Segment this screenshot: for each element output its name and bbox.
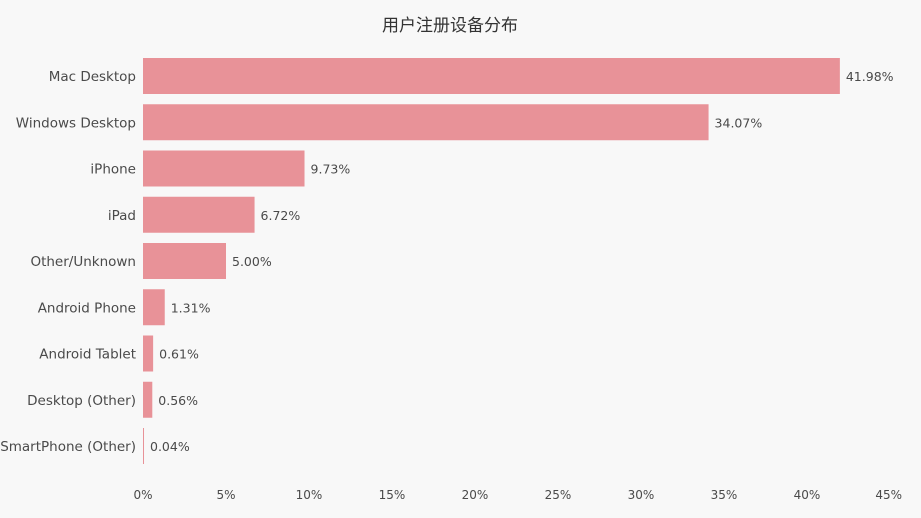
value-label-mac-desktop: 41.98%	[846, 69, 894, 84]
category-label-mac-desktop: Mac Desktop	[49, 69, 136, 85]
bar-ipad	[143, 196, 255, 233]
x-tick-label-25: 25%	[545, 488, 572, 502]
chart-title: 用户注册设备分布	[382, 16, 518, 36]
x-tick-label-40: 40%	[794, 488, 821, 502]
category-label-android-phone: Android Phone	[38, 300, 136, 316]
category-label-windows-desktop: Windows Desktop	[16, 115, 136, 131]
x-tick-label-15: 15%	[379, 488, 406, 502]
bar-android-phone	[143, 289, 165, 326]
category-label-other-unknown: Other/Unknown	[30, 254, 136, 270]
bar-mac-desktop	[143, 58, 840, 94]
x-tick-label-30: 30%	[628, 488, 655, 502]
category-label-desktop-other: Desktop (Other)	[27, 393, 136, 409]
value-label-android-phone: 1.31%	[171, 300, 211, 315]
x-tick-label-20: 20%	[462, 488, 489, 502]
bars-group	[143, 58, 840, 464]
value-label-desktop-other: 0.56%	[158, 393, 198, 408]
category-label-ipad: iPad	[108, 208, 136, 224]
x-axis-tick-labels: 0% 5% 10% 15% 20% 25% 30% 35% 40% 45%	[133, 488, 902, 502]
category-label-iphone: iPhone	[90, 162, 136, 178]
bar-desktop-other	[143, 381, 153, 418]
bar-windows-desktop	[143, 104, 709, 141]
x-tick-label-45: 45%	[875, 488, 902, 502]
x-tick-label-10: 10%	[296, 488, 323, 502]
value-label-iphone: 9.73%	[311, 162, 351, 177]
value-label-smartphone-other: 0.04%	[150, 439, 190, 454]
value-label-other-unknown: 5.00%	[232, 254, 272, 269]
value-labels: 41.98% 34.07% 9.73% 6.72% 5.00% 1.31% 0.61% 0.5…	[150, 69, 894, 454]
bar-smartphone-other	[143, 428, 144, 464]
bar-iphone	[143, 150, 305, 187]
bar-android-tablet	[143, 335, 154, 372]
value-label-windows-desktop: 34.07%	[715, 115, 763, 130]
bar-other-unknown	[143, 243, 226, 279]
value-label-ipad: 6.72%	[261, 208, 301, 223]
x-tick-label-5: 5%	[216, 488, 235, 502]
category-label-android-tablet: Android Tablet	[39, 347, 136, 363]
category-label-smartphone-other: SmartPhone (Other)	[0, 439, 136, 455]
value-label-android-tablet: 0.61%	[159, 347, 199, 362]
x-tick-label-0: 0%	[133, 488, 152, 502]
category-labels: Mac Desktop Windows Desktop iPhone iPad Othe…	[0, 69, 136, 455]
x-tick-label-35: 35%	[711, 488, 738, 502]
